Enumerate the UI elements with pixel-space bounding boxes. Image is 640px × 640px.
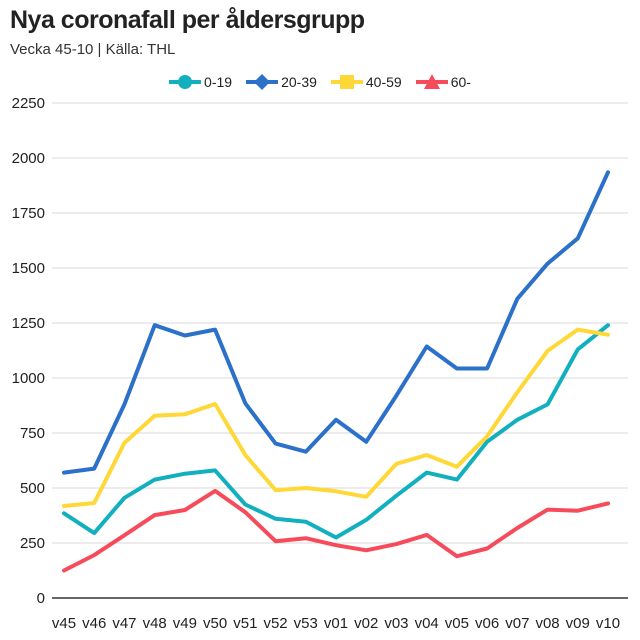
legend-item-40-59[interactable]: 40-59 <box>330 73 402 91</box>
series-line-0-19 <box>62 323 610 540</box>
y-tick-label: 750 <box>20 425 45 442</box>
series-line-20-39 <box>62 170 610 475</box>
x-tick-label: v48 <box>143 615 167 632</box>
x-tick-label: v10 <box>596 615 620 632</box>
x-tick-label: v07 <box>505 615 529 632</box>
y-tick-label: 1000 <box>12 370 45 387</box>
legend-item-0-19[interactable]: 0-19 <box>169 73 232 91</box>
chart-legend: 0-19 20-39 40-59 60- <box>0 73 640 91</box>
square-marker-icon <box>330 75 363 89</box>
y-tick-label: 1750 <box>12 205 45 222</box>
y-axis-ticks: 0 250 500 750 1000 1250 1500 1750 2000 2250 <box>12 95 45 607</box>
x-tick-label: v02 <box>354 615 378 632</box>
series-lines <box>62 170 610 573</box>
x-tick-label: v49 <box>173 615 197 632</box>
x-tick-label: v46 <box>82 615 106 632</box>
x-tick-label: v51 <box>233 615 257 632</box>
legend-label: 0-19 <box>204 74 233 90</box>
y-tick-label: 1250 <box>12 315 45 332</box>
legend-label: 40-59 <box>365 74 402 90</box>
legend-label: 20-39 <box>281 74 317 90</box>
x-tick-label: v05 <box>445 615 469 632</box>
triangle-marker-icon <box>415 74 448 89</box>
x-tick-label: v50 <box>203 615 227 632</box>
x-tick-label: v53 <box>294 615 318 632</box>
y-tick-label: 2000 <box>12 150 45 167</box>
y-tick-label: 2250 <box>12 95 45 112</box>
y-tick-label: 0 <box>37 590 45 607</box>
y-tick-label: 1500 <box>12 260 45 277</box>
x-tick-label: v45 <box>52 615 76 632</box>
x-tick-label: v06 <box>475 615 499 632</box>
x-tick-label: v08 <box>535 615 559 632</box>
series-line-40-59 <box>62 327 610 508</box>
legend-label: 60- <box>450 74 471 90</box>
x-tick-label: v04 <box>415 615 439 632</box>
chart-subtitle: Vecka 45-10 | Källa: THL <box>10 41 176 58</box>
x-tick-label: v09 <box>566 615 590 632</box>
x-tick-label: v52 <box>263 615 287 632</box>
diamond-marker-icon <box>246 74 279 90</box>
series-line-60 <box>62 488 610 573</box>
legend-item-60[interactable]: 60- <box>415 73 471 91</box>
x-tick-label: v01 <box>324 615 348 632</box>
x-axis-ticks: v45 v46 v47 v48 v49 v50 v51 v52 v53 v01 v02 v03 v04 v… <box>52 615 620 632</box>
circle-marker-icon <box>169 75 202 89</box>
gridlines <box>52 102 628 599</box>
y-tick-label: 500 <box>20 480 45 497</box>
legend-item-20-39[interactable]: 20-39 <box>246 73 317 91</box>
y-tick-label: 250 <box>20 535 45 552</box>
x-tick-label: v47 <box>112 615 136 632</box>
chart-title: Nya coronafall per åldersgrupp <box>10 6 365 34</box>
x-tick-label: v03 <box>384 615 408 632</box>
